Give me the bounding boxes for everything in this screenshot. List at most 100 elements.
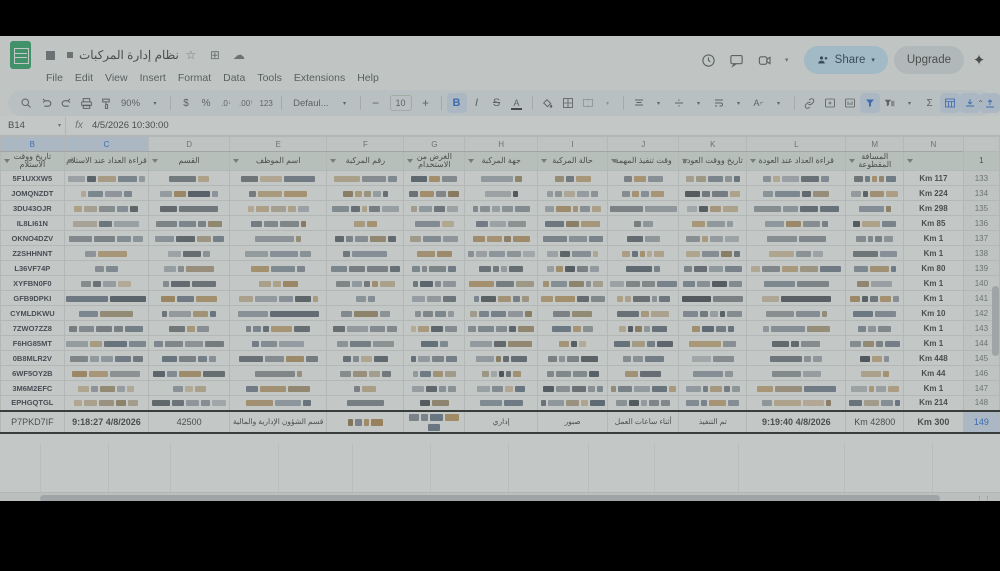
version-history-icon[interactable] <box>696 47 722 73</box>
font-family-selector[interactable]: Defaul... <box>293 97 329 109</box>
cell-redacted[interactable] <box>746 335 847 351</box>
table-row[interactable]: 138 1 Km Z2SHHNNT <box>0 245 1000 261</box>
cell-employee-name[interactable] <box>326 409 405 434</box>
vertical-align-icon[interactable] <box>669 93 689 113</box>
column-header-B[interactable]: B <box>0 136 65 152</box>
header-cell-pickup-odometer[interactable]: قراءة العداد عند الاستلام <box>63 151 150 171</box>
table-row[interactable]: 143 1 Km 7ZWO7ZZ8 <box>0 320 1000 336</box>
cell-vehicle-source[interactable]: صبور <box>537 409 609 434</box>
cell-serial[interactable]: 7ZWO7ZZ8 <box>0 320 65 336</box>
column-header-D[interactable]: D <box>148 136 230 152</box>
cell-purpose[interactable]: إداري <box>464 409 539 434</box>
menu-extensions[interactable]: Extensions <box>293 72 346 84</box>
cell-redacted[interactable] <box>537 185 609 201</box>
cell-redacted[interactable] <box>845 245 905 261</box>
cell-redacted[interactable] <box>148 290 230 306</box>
cell-redacted[interactable] <box>403 335 466 351</box>
cell-redacted[interactable] <box>403 170 466 186</box>
table-row[interactable]: 137 1 Km OKNO4DZV <box>0 230 1000 246</box>
cell-redacted[interactable] <box>746 395 847 411</box>
bold-icon[interactable]: B <box>446 93 467 113</box>
cell-redacted[interactable] <box>678 260 748 276</box>
borders-icon[interactable] <box>558 93 578 113</box>
cell-redacted[interactable] <box>537 320 609 336</box>
zoom-level-selector[interactable]: 90% <box>121 97 141 109</box>
cell-redacted[interactable] <box>678 335 748 351</box>
horizontal-align-icon[interactable] <box>629 93 649 113</box>
cell-redacted[interactable] <box>326 230 405 246</box>
cell-redacted[interactable] <box>403 215 466 231</box>
cell-redacted[interactable] <box>403 395 466 411</box>
cell-distance[interactable]: 224 Km <box>903 185 964 201</box>
cell-redacted[interactable] <box>678 185 748 201</box>
cell-redacted[interactable] <box>403 320 466 336</box>
font-family-caret-icon[interactable]: ▾ <box>343 100 347 107</box>
cell-serial[interactable]: F6HG85MT <box>0 335 65 351</box>
row-header-137[interactable]: 137 <box>962 230 1000 246</box>
cell-redacted[interactable] <box>228 320 328 336</box>
table-row[interactable]: 140 1 Km XYFBN0F0 <box>0 275 1000 291</box>
group-rows-icon[interactable] <box>959 93 980 113</box>
filter-arrow-icon[interactable] <box>67 159 74 163</box>
cell-redacted[interactable] <box>63 260 150 276</box>
cell-redacted[interactable] <box>228 260 328 276</box>
increase-font-size-button[interactable]: + <box>422 96 430 110</box>
cell-redacted[interactable] <box>607 350 680 366</box>
strikethrough-icon[interactable]: S <box>492 97 501 109</box>
row-header-1[interactable]: 1 <box>962 151 1000 171</box>
cell-redacted[interactable] <box>148 335 230 351</box>
filter-arrow-icon[interactable] <box>4 159 10 163</box>
cell-redacted[interactable] <box>464 260 539 276</box>
cell-redacted[interactable] <box>678 170 748 186</box>
cell-redacted[interactable] <box>678 215 748 231</box>
move-to-folder-icon[interactable]: ⊞ <box>209 48 220 62</box>
cell-serial[interactable]: 3DU43OJR <box>0 200 65 216</box>
cell-redacted[interactable] <box>148 230 230 246</box>
cell-redacted[interactable] <box>403 350 466 366</box>
cell-redacted[interactable] <box>845 185 905 201</box>
cell-redacted[interactable] <box>228 200 328 216</box>
header-cell-extra[interactable] <box>903 151 964 171</box>
cell-redacted[interactable] <box>746 185 847 201</box>
cell-redacted[interactable] <box>746 200 847 216</box>
cell-serial[interactable]: EPHGQTGL <box>0 395 65 411</box>
cell-pickup-datetime[interactable]: 4/8/2026 9:18:27 <box>63 409 150 434</box>
selected-table-row[interactable]: 149 300 Km 42800 Km 4/8/2026 9:19:40 تم التن… <box>0 409 1000 434</box>
table-row[interactable]: 133 117 Km 5F1UXXW5 <box>0 170 1000 186</box>
cell-return-odometer[interactable]: 42800 Km <box>845 409 905 434</box>
cell-distance[interactable]: 117 Km <box>903 170 964 186</box>
column-header-I[interactable]: I <box>537 136 609 152</box>
cell-redacted[interactable] <box>326 215 405 231</box>
cell-redacted[interactable] <box>403 380 466 396</box>
fill-color-icon[interactable] <box>538 93 558 113</box>
cell-redacted[interactable] <box>678 395 748 411</box>
cell-distance[interactable]: 1 Km <box>903 245 964 261</box>
row-header-138[interactable]: 138 <box>962 245 1000 261</box>
cloud-saved-icon[interactable]: ☁ <box>232 48 245 62</box>
cell-redacted[interactable] <box>228 290 328 306</box>
header-cell-return-datetime[interactable]: تاريخ ووقت العودة <box>678 151 748 171</box>
cell-redacted[interactable] <box>464 230 539 246</box>
cell-distance[interactable]: 300 Km <box>903 409 964 434</box>
cell-task-time[interactable]: تم التنفيذ <box>678 409 748 434</box>
cell-redacted[interactable] <box>326 290 405 306</box>
currency-format-icon[interactable]: $ <box>183 97 189 109</box>
cell-redacted[interactable] <box>678 200 748 216</box>
cell-redacted[interactable] <box>326 335 405 351</box>
cell-redacted[interactable] <box>678 320 748 336</box>
menu-tools[interactable]: Tools <box>257 72 282 84</box>
cell-redacted[interactable] <box>746 230 847 246</box>
cell-redacted[interactable] <box>607 335 680 351</box>
cell-redacted[interactable] <box>228 170 328 186</box>
cell-redacted[interactable] <box>403 290 466 306</box>
insert-comment-icon[interactable] <box>820 93 840 113</box>
meet-caret-icon[interactable]: ▾ <box>784 57 789 64</box>
cell-redacted[interactable] <box>537 200 609 216</box>
text-wrap-icon[interactable] <box>709 93 729 113</box>
cell-redacted[interactable] <box>148 305 230 321</box>
cell-redacted[interactable] <box>537 335 609 351</box>
cell-redacted[interactable] <box>403 185 466 201</box>
cell-redacted[interactable] <box>537 395 609 411</box>
column-header-K[interactable]: K <box>678 136 748 152</box>
cell-redacted[interactable] <box>464 245 539 261</box>
